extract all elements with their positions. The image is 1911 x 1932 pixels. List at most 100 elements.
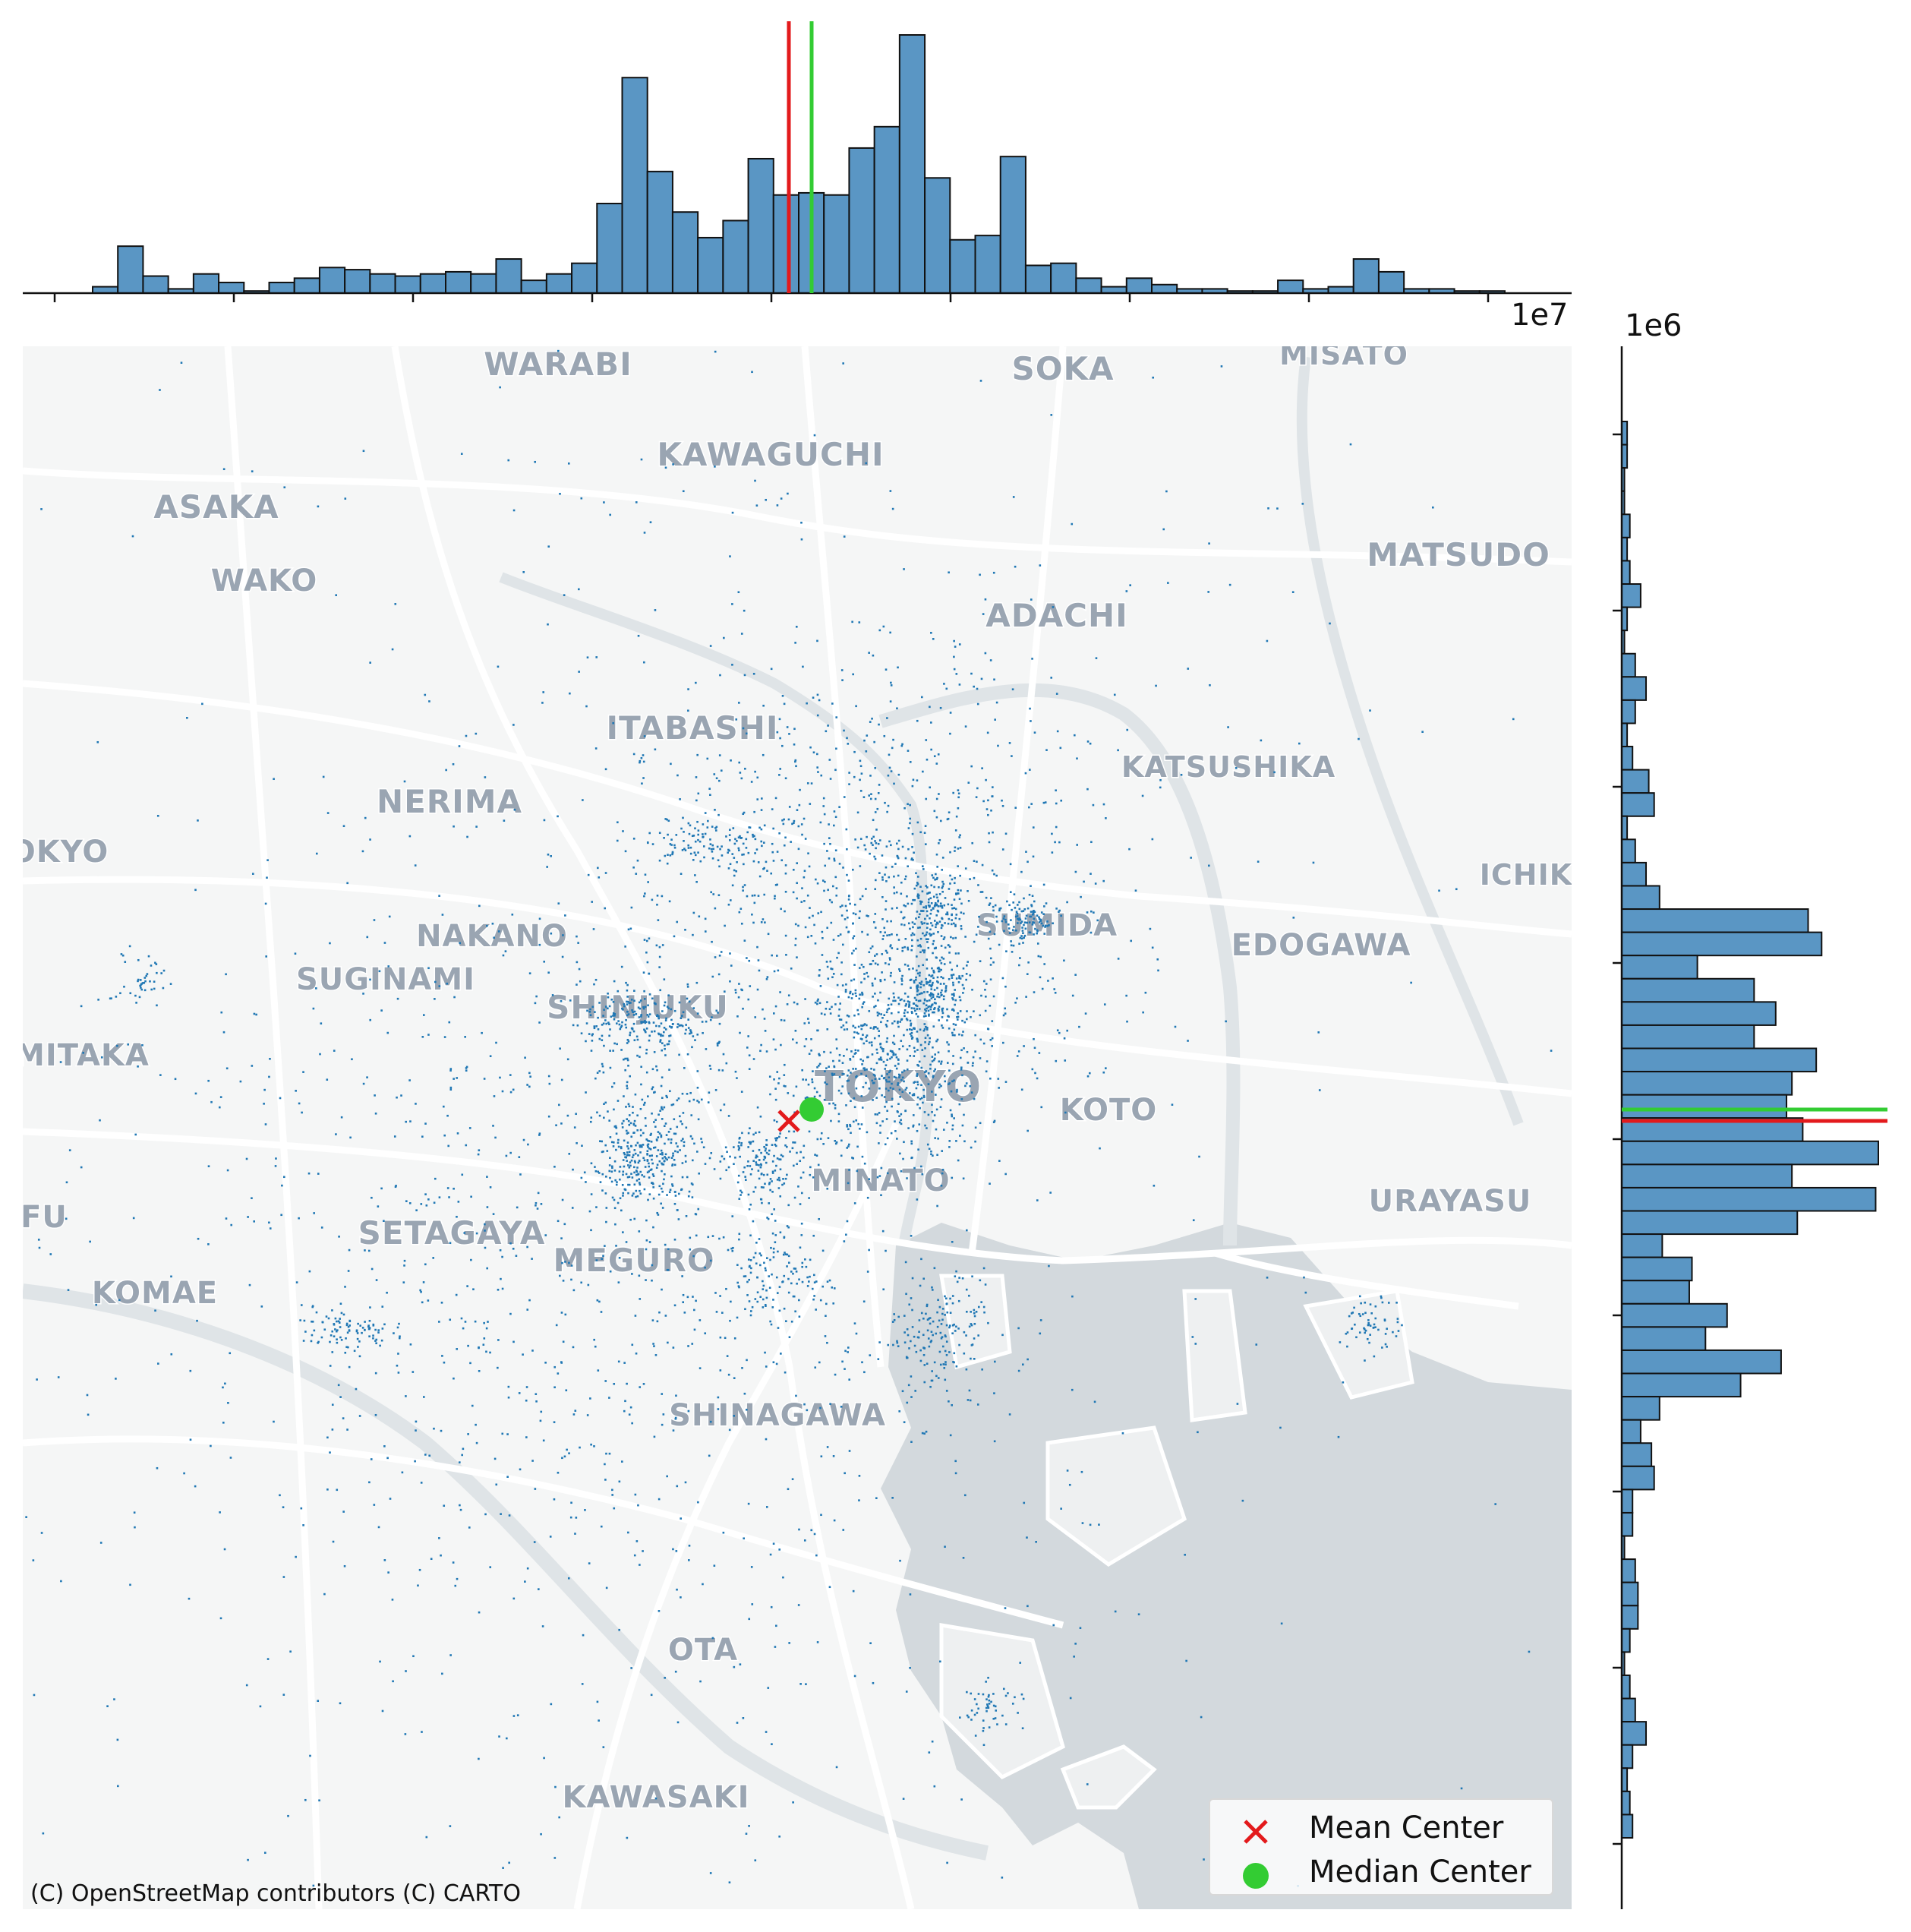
event-point	[854, 1052, 857, 1054]
event-point	[941, 1336, 944, 1338]
event-point	[836, 983, 839, 987]
event-point	[924, 1008, 926, 1011]
event-point	[861, 1361, 863, 1364]
event-point	[873, 1005, 875, 1009]
event-point	[803, 870, 806, 873]
event-point	[417, 1584, 419, 1587]
event-point	[866, 1196, 869, 1199]
event-point	[922, 770, 924, 773]
event-point	[934, 998, 936, 1001]
event-point	[874, 913, 877, 915]
event-point	[948, 1326, 951, 1329]
event-point	[894, 1120, 896, 1122]
event-point	[861, 1106, 864, 1109]
event-point	[629, 1122, 632, 1125]
event-point	[886, 1172, 889, 1175]
event-point	[381, 1327, 384, 1330]
event-point	[832, 1102, 834, 1105]
event-point	[153, 987, 156, 990]
event-point	[749, 1142, 752, 1145]
event-point	[929, 992, 932, 995]
event-point	[954, 908, 957, 911]
event-point	[302, 1524, 304, 1526]
event-point	[876, 1052, 878, 1054]
event-point	[869, 1642, 872, 1645]
event-point	[899, 1021, 902, 1023]
event-point	[932, 1011, 934, 1014]
event-point	[764, 1156, 767, 1159]
event-point	[951, 997, 954, 999]
place-label: OKYO	[10, 835, 109, 870]
event-point	[859, 778, 861, 781]
event-point	[637, 1161, 640, 1164]
event-point	[702, 845, 705, 848]
event-point	[754, 838, 757, 841]
event-point	[741, 1132, 743, 1135]
event-point	[499, 1249, 502, 1252]
event-point	[966, 1310, 968, 1313]
event-point	[951, 1332, 954, 1335]
event-point	[770, 1246, 772, 1249]
event-point	[927, 946, 930, 949]
event-point	[611, 1196, 614, 1199]
event-point	[771, 1170, 774, 1173]
event-point	[966, 1690, 968, 1694]
event-point	[832, 885, 834, 888]
event-point	[929, 917, 931, 920]
event-point	[898, 1076, 900, 1078]
event-point	[157, 1362, 159, 1365]
event-point	[644, 1021, 647, 1024]
event-point	[750, 1267, 752, 1270]
event-point	[747, 1146, 750, 1148]
event-point	[684, 928, 686, 931]
event-point	[1029, 931, 1032, 934]
event-point	[732, 1246, 734, 1249]
event-point	[778, 1286, 781, 1288]
event-point	[765, 860, 768, 863]
event-point	[837, 1089, 840, 1092]
event-point	[219, 1617, 222, 1620]
event-point	[1020, 910, 1023, 913]
event-point	[682, 1011, 685, 1014]
event-point	[907, 750, 910, 752]
event-point	[926, 1028, 929, 1031]
event-point	[672, 1023, 674, 1025]
event-point	[1358, 1295, 1361, 1298]
event-point	[538, 1021, 541, 1024]
event-point	[601, 1039, 604, 1042]
event-point	[787, 994, 790, 997]
event-point	[926, 980, 928, 983]
event-point	[447, 1144, 450, 1148]
event-point	[642, 1550, 644, 1552]
event-point	[734, 989, 737, 991]
event-point	[889, 1050, 892, 1053]
event-point	[749, 1173, 752, 1176]
event-point	[692, 1296, 694, 1298]
event-point	[930, 884, 933, 887]
event-point	[765, 1506, 768, 1508]
event-point	[973, 940, 976, 943]
event-point	[626, 1042, 629, 1044]
event-point	[1125, 590, 1128, 592]
event-point	[632, 1106, 634, 1108]
event-point	[330, 1334, 333, 1337]
event-point	[610, 998, 613, 1001]
event-point	[718, 1022, 721, 1025]
event-point	[560, 1312, 563, 1314]
event-point	[845, 1233, 847, 1236]
event-point	[640, 1021, 642, 1023]
event-point	[954, 1275, 957, 1277]
event-point	[1292, 917, 1295, 919]
event-point	[329, 1365, 332, 1367]
event-point	[863, 844, 866, 847]
event-point	[415, 1420, 418, 1423]
event-point	[944, 897, 947, 899]
event-point	[874, 1075, 876, 1077]
event-point	[686, 1093, 689, 1095]
event-point	[750, 1310, 752, 1312]
event-point	[728, 849, 730, 852]
event-point	[872, 654, 875, 657]
event-point	[664, 1243, 667, 1246]
event-point	[661, 1049, 663, 1052]
event-point	[662, 1413, 665, 1416]
